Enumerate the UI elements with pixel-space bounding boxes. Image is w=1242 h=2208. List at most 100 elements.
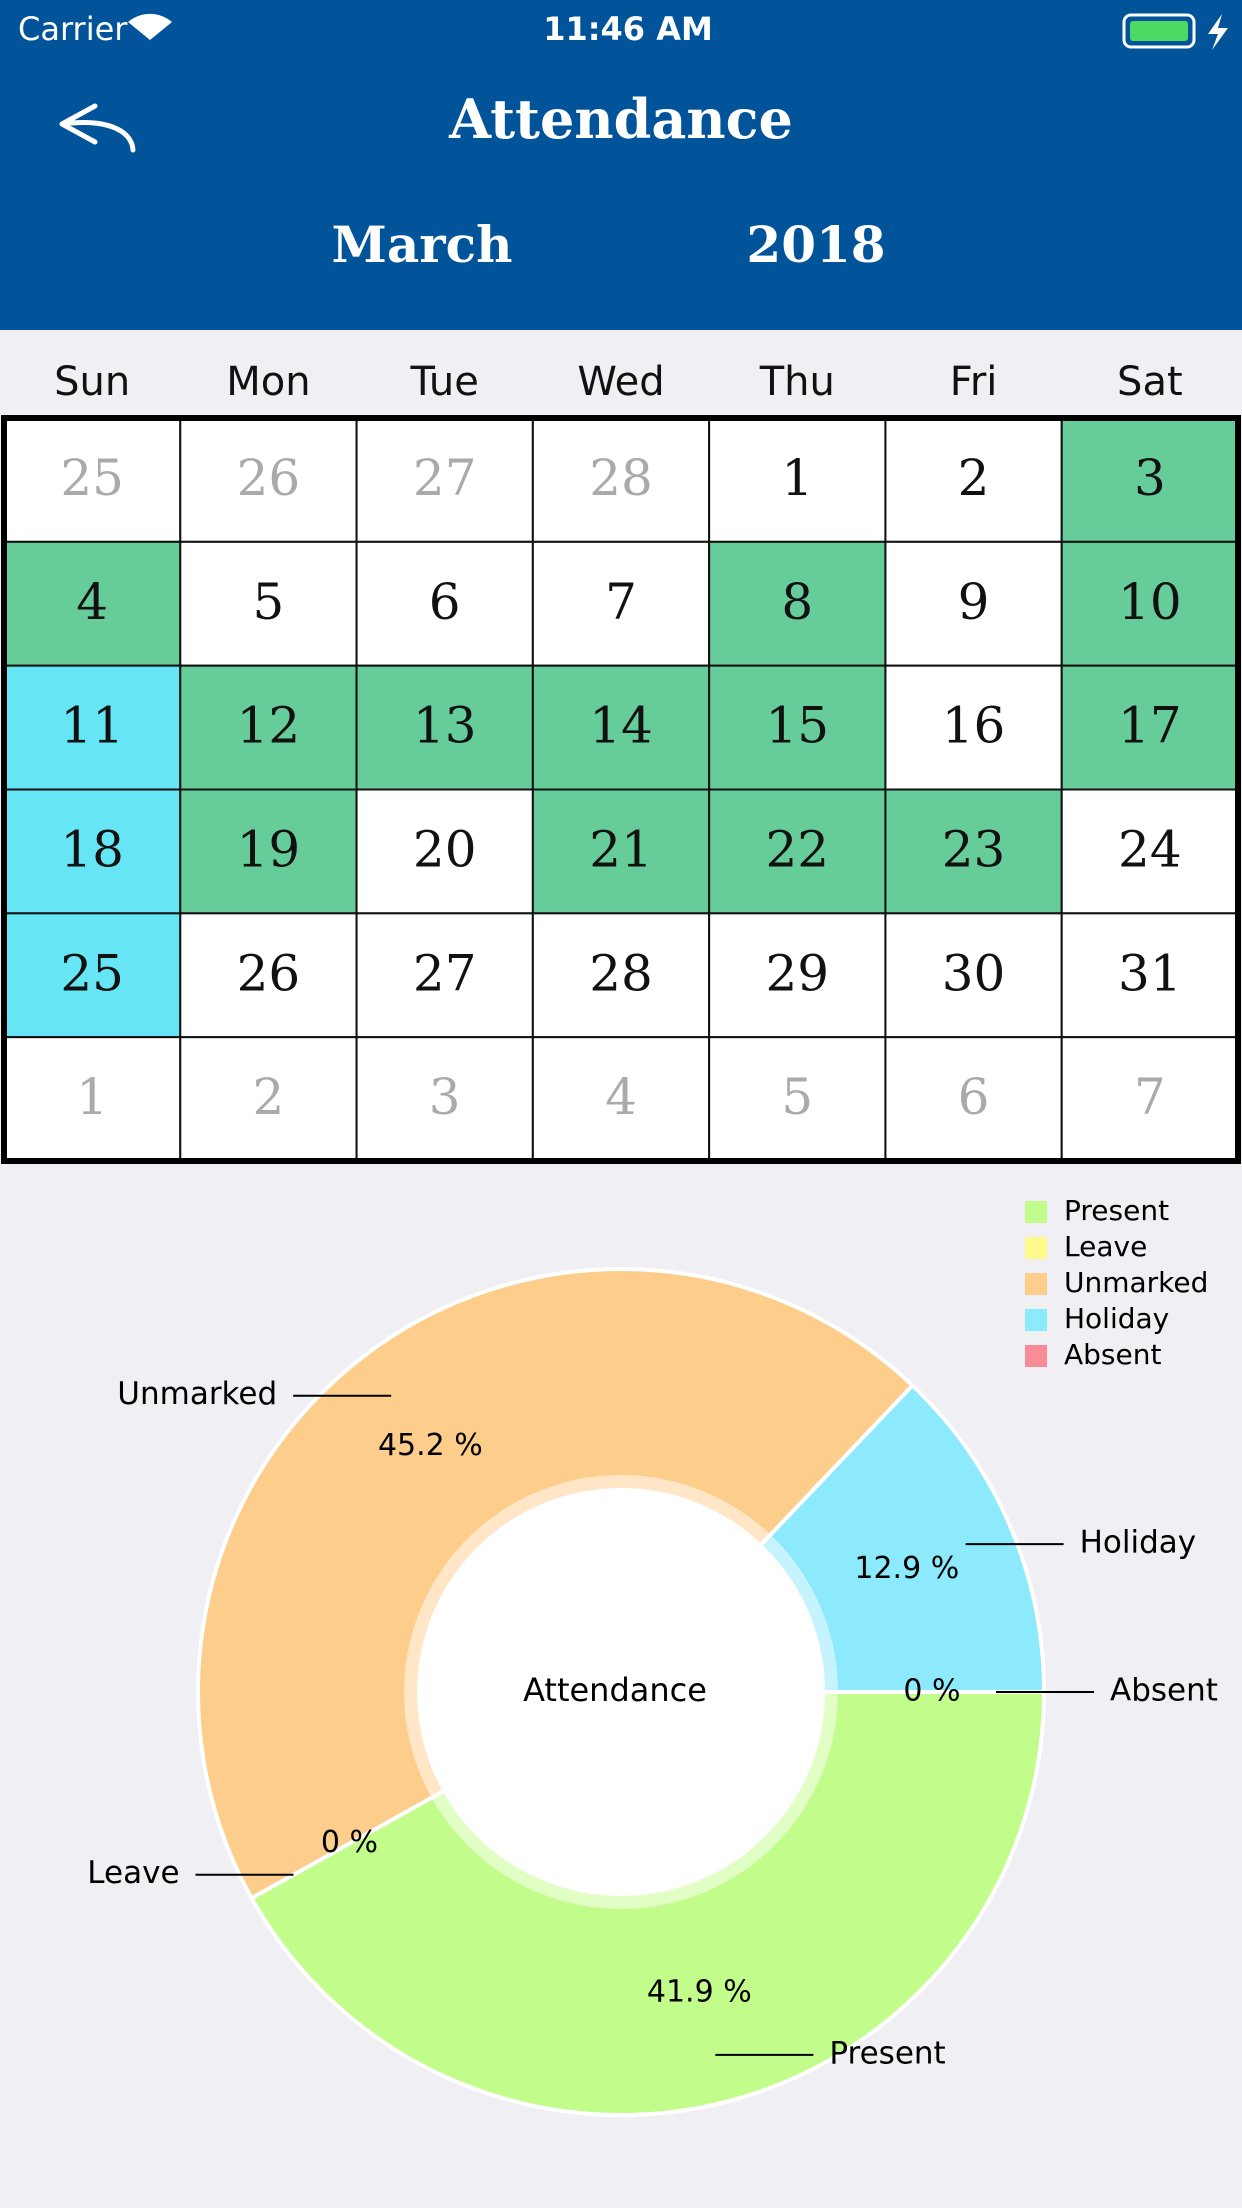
slice-name: Holiday [1080,1525,1197,1561]
slice-name: Present [829,2035,945,2071]
day-number: 29 [765,944,829,1002]
percent-label: 41.9 % [647,1974,752,2009]
day-cell[interactable] [179,540,358,667]
day-cell[interactable] [179,788,358,915]
percent-label: 45.2 % [378,1428,483,1463]
day-number: 28 [589,944,653,1002]
day-cell[interactable] [884,788,1063,915]
day-number: 9 [958,573,990,631]
day-cell[interactable] [3,664,182,791]
day-number: 5 [781,1068,813,1126]
battery-icon [1122,13,1228,50]
day-number: 30 [942,944,1006,1002]
day-number: 25 [60,944,124,1002]
day-number: 3 [1134,449,1166,507]
slice-name: Leave [87,1855,179,1891]
clock: 11:46 AM [543,10,713,48]
legend-swatch [1025,1273,1047,1295]
day-number: 13 [413,697,477,755]
day-cell[interactable] [1060,540,1239,667]
legend-label: Unmarked [1064,1266,1208,1299]
weekday: Wed [577,359,664,405]
day-cell[interactable] [708,912,887,1039]
day-cell[interactable] [355,1036,534,1162]
weekday: Sat [1117,359,1183,405]
percent-label: 0 % [321,1825,378,1860]
day-number: 21 [589,820,653,878]
day-cell[interactable] [884,912,1063,1039]
month[interactable]: March [332,215,513,274]
day-number: 2 [958,449,990,507]
day-cell[interactable] [3,540,182,667]
percent-label: 0 % [903,1674,960,1709]
legend-swatch [1025,1309,1047,1331]
header-bar [0,0,1242,330]
center-text: Attendance [523,1671,707,1709]
day-number: 1 [76,1068,108,1126]
legend-label: Holiday [1064,1302,1169,1335]
day-number: 17 [1118,697,1182,755]
day-number: 22 [765,820,829,878]
legend-swatch [1025,1345,1047,1367]
day-cell[interactable] [355,664,534,791]
day-cell[interactable] [708,1036,887,1162]
day-cell[interactable] [531,664,711,791]
day-number: 10 [1118,573,1182,631]
day-cell[interactable] [708,540,887,667]
day-cell[interactable] [884,664,1063,791]
day-number: 12 [237,697,301,755]
legend-swatch [1025,1201,1047,1223]
day-number: 15 [765,697,829,755]
calendar-border [1,415,1241,1164]
day-number: 4 [76,573,108,631]
day-number: 26 [237,449,301,507]
day-cell[interactable] [708,788,887,915]
percent-label: 12.9 % [854,1551,959,1586]
slice-name: Absent [1110,1673,1218,1709]
day-cell[interactable] [531,788,711,915]
year[interactable]: 2018 [746,215,885,274]
day-cell[interactable] [179,1036,358,1162]
day-number: 26 [237,944,301,1002]
day-cell[interactable] [708,664,887,791]
legend-label: Leave [1064,1230,1147,1263]
day-number: 3 [429,1068,461,1126]
day-number: 7 [1134,1068,1166,1126]
day-cell[interactable] [1060,788,1239,915]
day-number: 5 [253,573,285,631]
day-cell[interactable] [1060,664,1239,791]
day-number: 2 [253,1068,285,1126]
day-number: 20 [413,820,477,878]
day-cell[interactable] [179,664,358,791]
legend-label: Absent [1064,1338,1161,1371]
wifi-icon [128,13,172,41]
day-number: 16 [942,697,1006,755]
weekday: Thu [759,359,835,405]
carrier: Carrier [18,10,128,48]
day-number: 28 [589,449,653,507]
day-number: 6 [958,1068,990,1126]
day-number: 11 [60,697,124,755]
day-number: 8 [781,573,813,631]
day-number: 18 [60,820,124,878]
day-cell[interactable] [884,1036,1063,1162]
weekday: Tue [410,359,479,405]
legend-swatch [1025,1237,1047,1259]
day-cell[interactable] [355,788,534,915]
hole [417,1488,825,1896]
day-cell[interactable] [355,540,534,667]
day-cell[interactable] [1060,1036,1239,1162]
day-number: 4 [605,1068,637,1126]
day-number: 23 [942,820,1006,878]
slice-name: Unmarked [117,1376,277,1412]
day-number: 14 [589,697,653,755]
day-number: 24 [1118,820,1182,878]
day-number: 1 [781,449,813,507]
back-button[interactable] [59,103,136,153]
day-cell[interactable] [884,417,1063,543]
day-number: 19 [237,820,301,878]
day-number: 27 [413,944,477,1002]
day-number: 7 [605,573,637,631]
legend-label: Present [1064,1194,1169,1227]
